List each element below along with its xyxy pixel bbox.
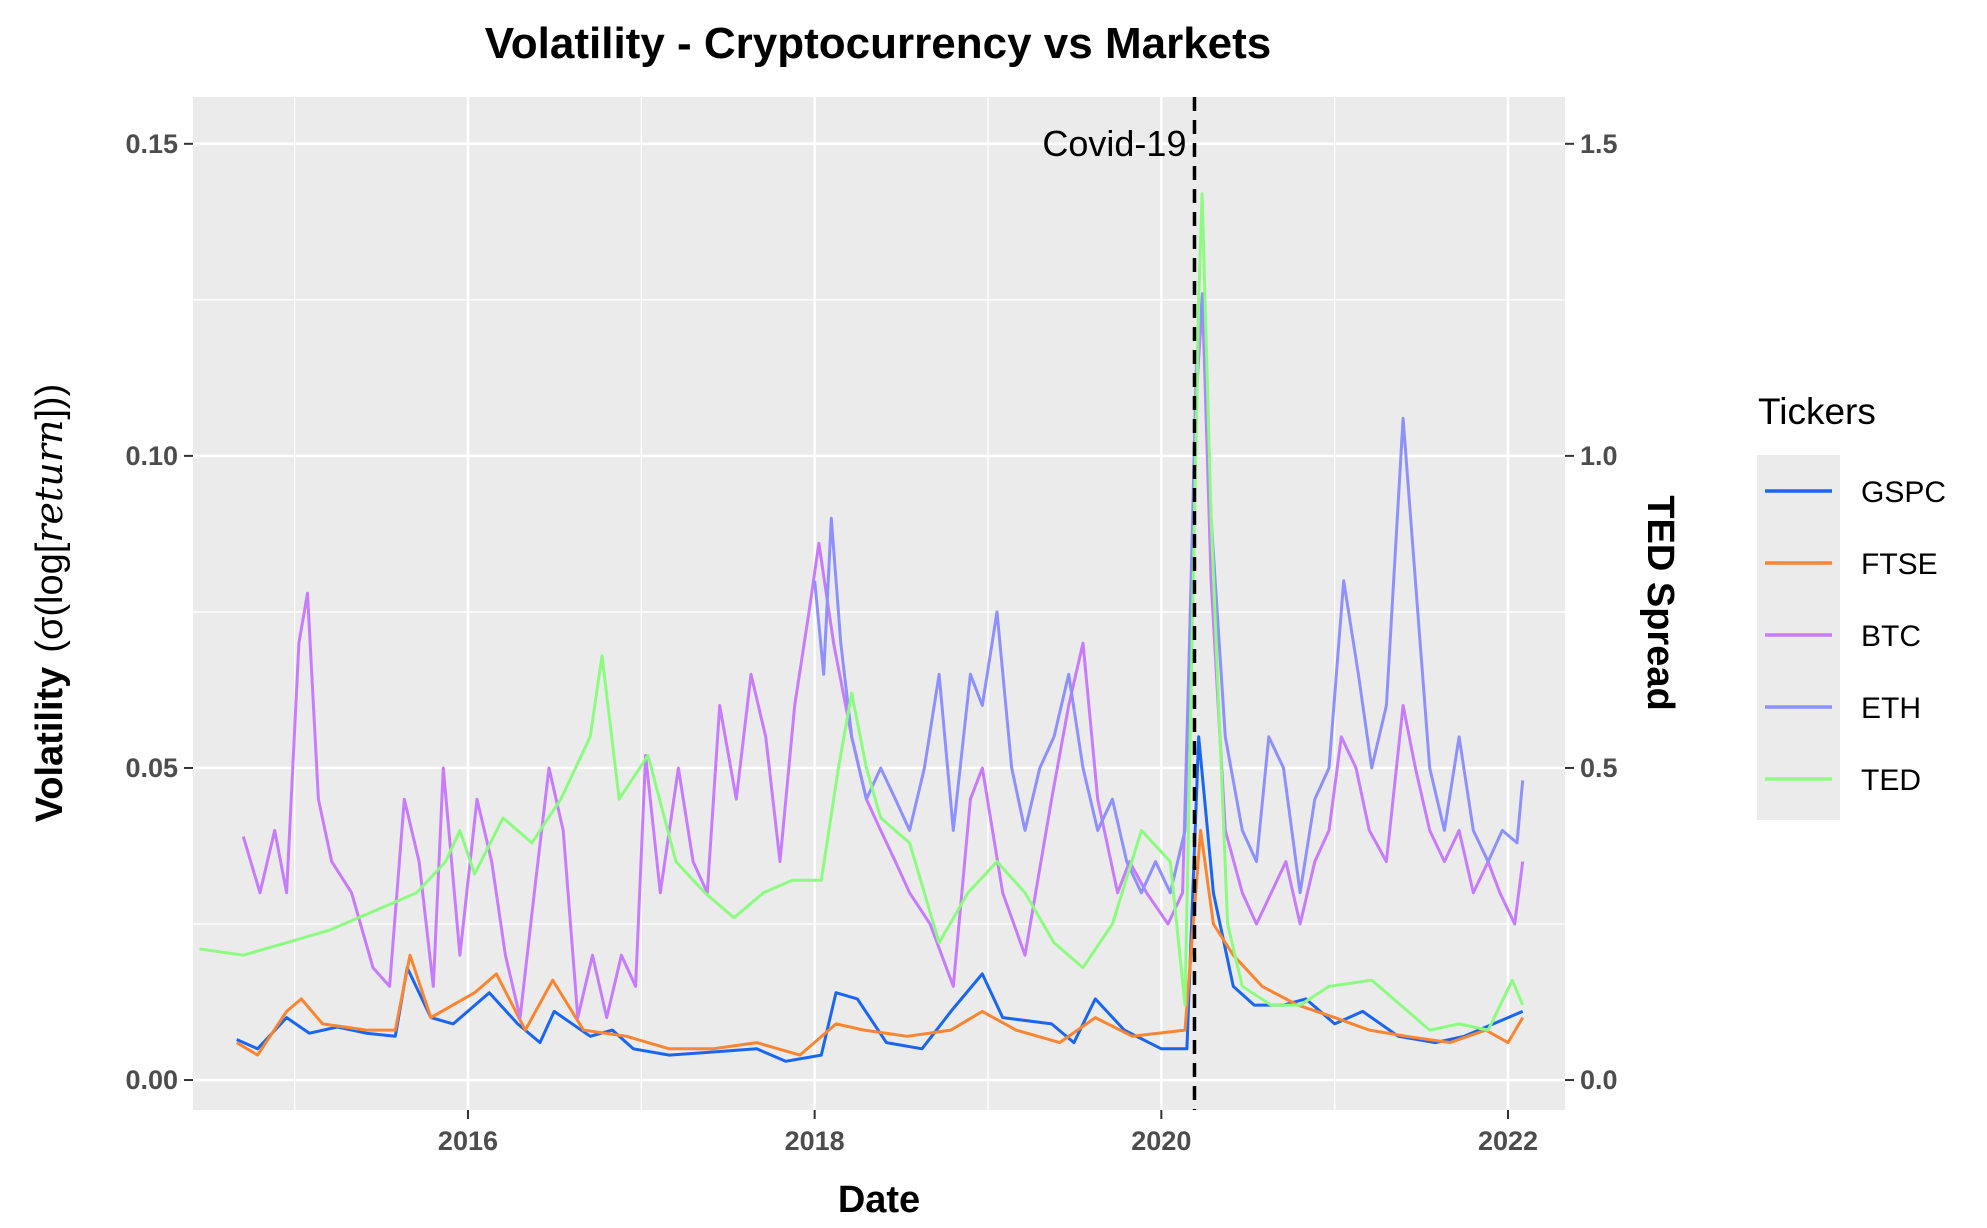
legend-label-ftse: FTSE	[1861, 548, 1938, 581]
legend: Tickers GSPC FTSE BTC ETH TED	[1757, 391, 1946, 820]
legend-label-ted: TED	[1861, 764, 1921, 797]
x-tick-label: 2022	[1478, 1126, 1538, 1156]
x-axis-title: Date	[838, 1179, 920, 1221]
y2-tick-label: 1.5	[1580, 129, 1618, 159]
legend-label-btc: BTC	[1861, 620, 1921, 653]
y-axis-title-var: return	[27, 420, 71, 543]
legend-title: Tickers	[1758, 391, 1876, 432]
axes: 2016 2018 2020 2022 0.00 0.05 0.10 0.15 0.0 0.5 1.…	[125, 129, 1617, 1156]
y-tick-label: 0.15	[125, 129, 178, 159]
y2-tick-label: 0.0	[1580, 1065, 1618, 1095]
y2-axis-title: TED Spread	[1639, 495, 1681, 710]
y-tick-label: 0.00	[125, 1065, 178, 1095]
y-axis-title-close: ]))	[29, 384, 71, 420]
y-axis-title-prefix: Volatility	[29, 667, 71, 823]
covid-annotation: Covid-19	[1042, 123, 1186, 164]
x-tick-label: 2016	[438, 1126, 498, 1156]
x-tick-label: 2018	[785, 1126, 845, 1156]
y-axis-title-open: (σ(log[	[29, 542, 71, 652]
series-line-ted	[199, 192, 1525, 1032]
y-axis-title: Volatility (σ(log[return]))	[27, 384, 71, 823]
y2-tick-label: 0.5	[1580, 753, 1618, 783]
series-line-eth	[813, 292, 1525, 895]
series-layer	[199, 192, 1525, 1063]
y2-tick-label: 1.0	[1580, 441, 1618, 471]
chart-title: Volatility - Cryptocurrency vs Markets	[485, 19, 1272, 68]
series-line-ftse	[235, 828, 1524, 1057]
y-tick-label: 0.10	[125, 441, 178, 471]
legend-label-gspc: GSPC	[1861, 476, 1946, 509]
legend-key-background	[1757, 455, 1840, 820]
x-tick-label: 2020	[1131, 1126, 1191, 1156]
plot-panel	[193, 97, 1565, 1110]
legend-label-eth: ETH	[1861, 692, 1921, 725]
y-tick-label: 0.05	[125, 753, 178, 783]
grid-lines	[193, 97, 1565, 1110]
